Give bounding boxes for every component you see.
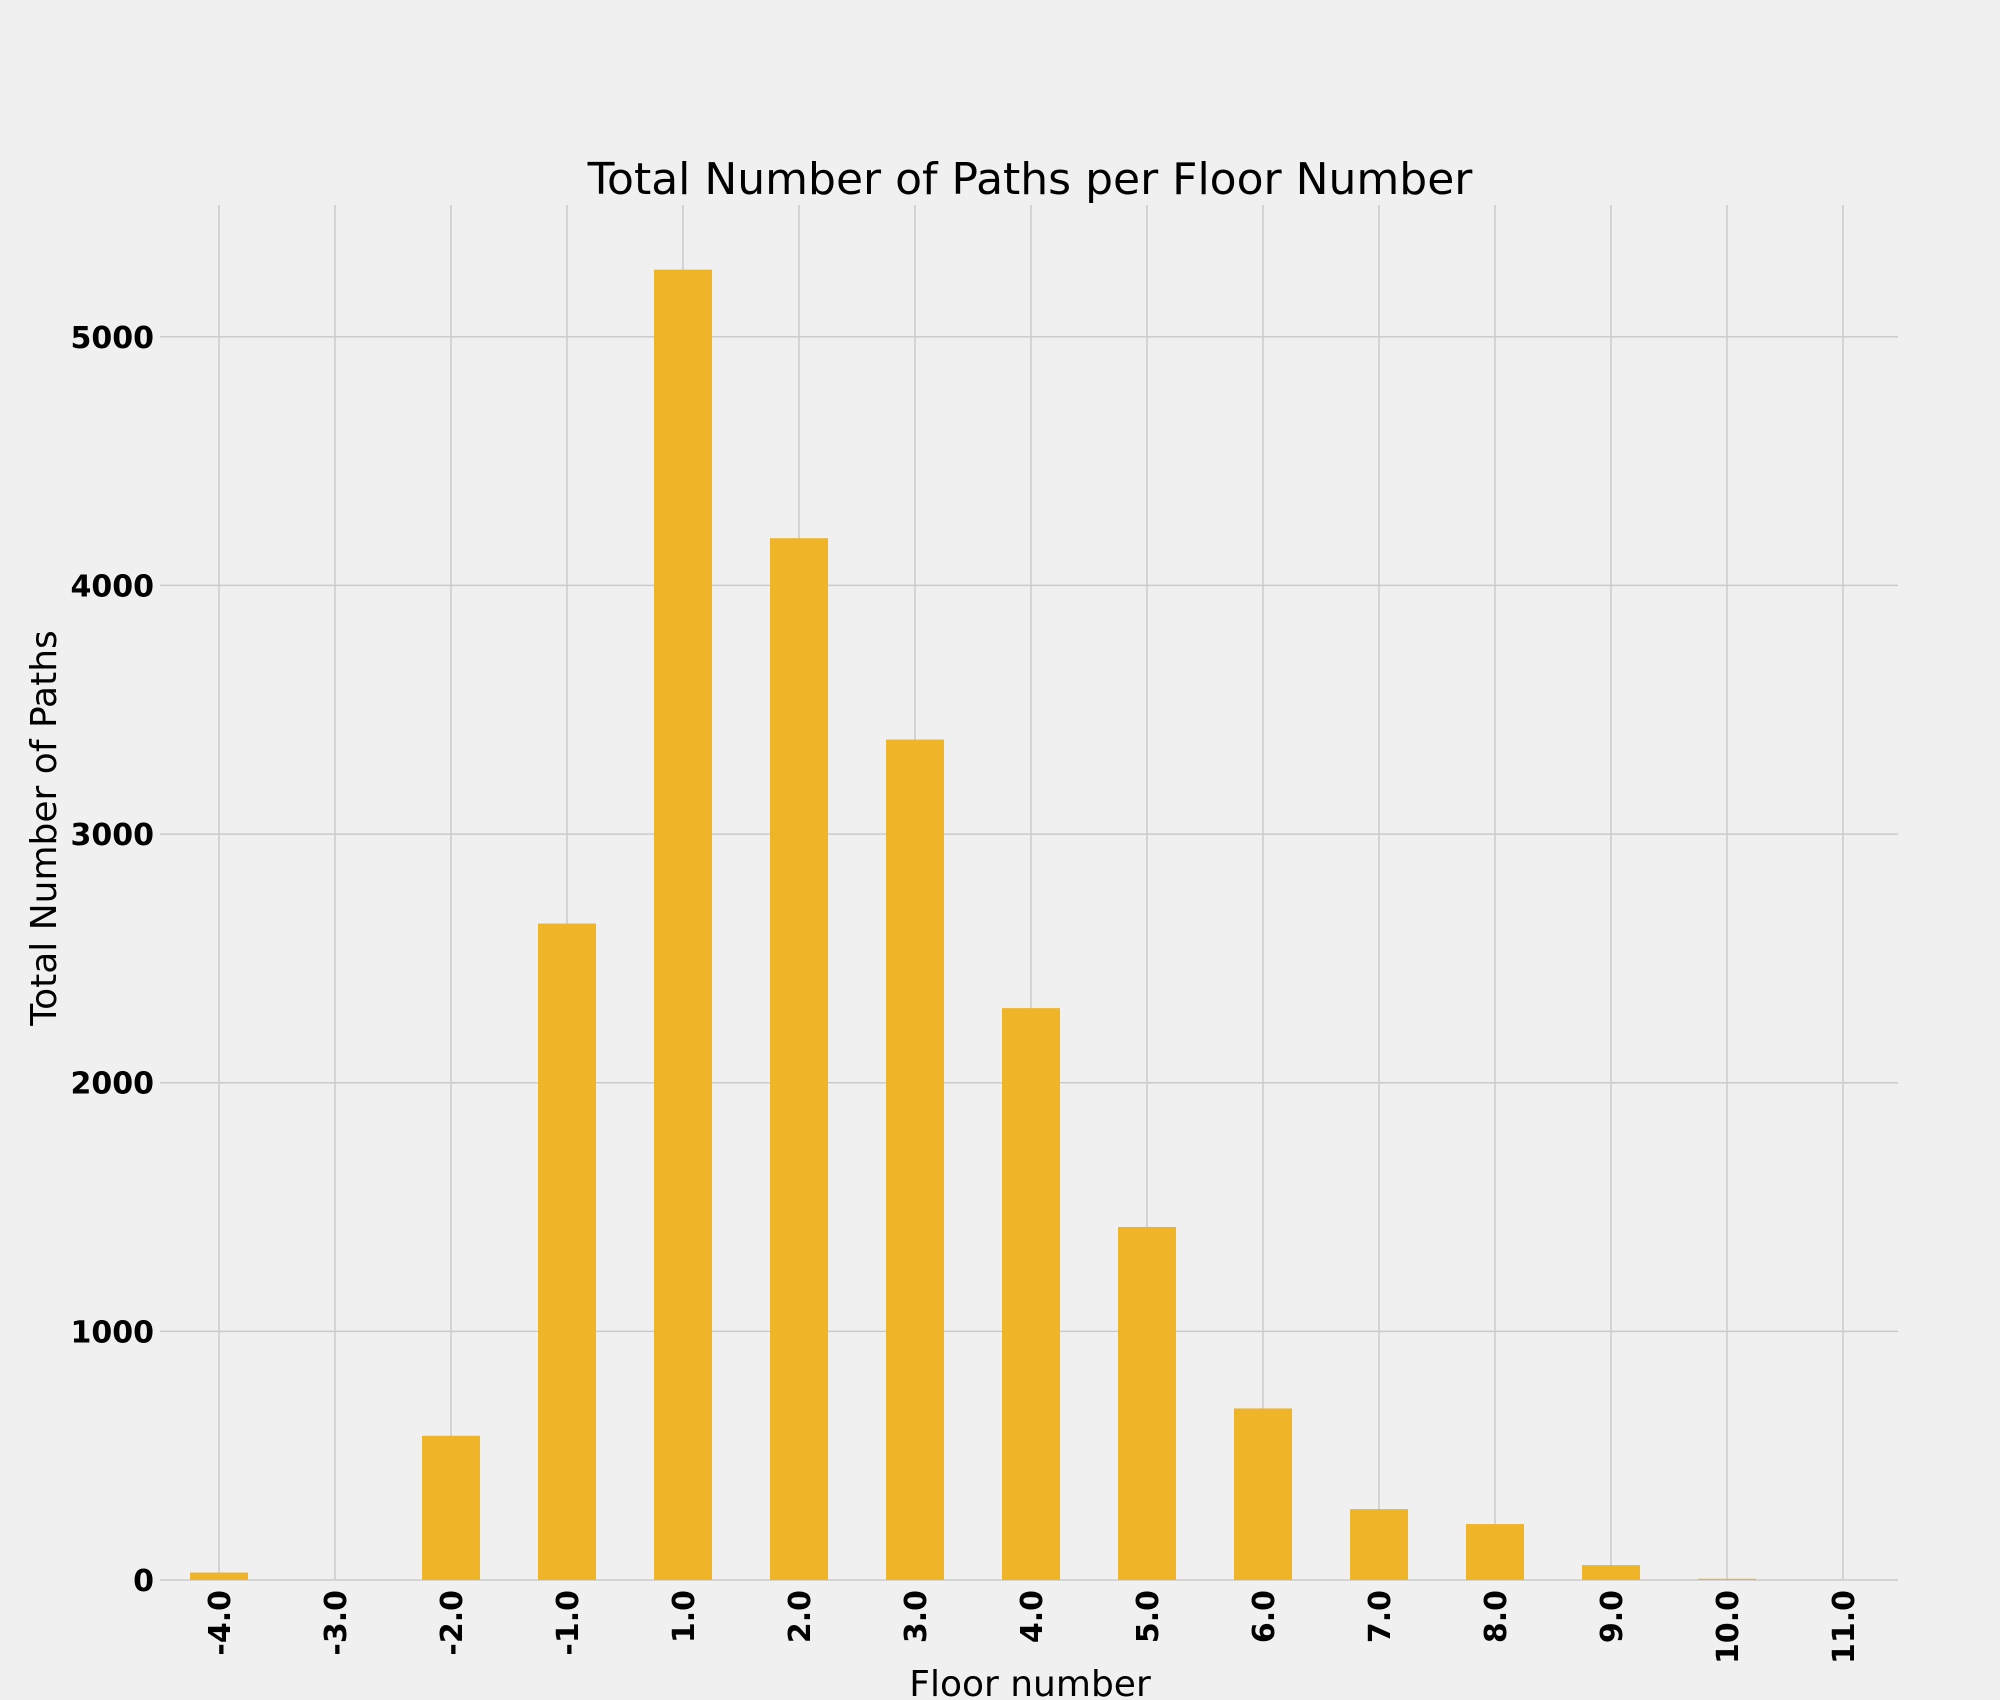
bar [770,538,828,1580]
bar [190,1572,248,1580]
bar [1698,1578,1756,1580]
x-tick-label: 9.0 [1595,1590,1630,1643]
bar [422,1435,480,1580]
bar [1466,1524,1524,1580]
x-tick-label: 1.0 [667,1590,702,1643]
bar [1118,1226,1176,1580]
bar [654,269,712,1581]
x-tick-label: -3.0 [319,1590,354,1656]
x-tick-label: -4.0 [203,1590,238,1656]
bar [1002,1008,1060,1580]
y-axis-label: Total Number of Paths [24,630,65,1027]
x-tick-label: 2.0 [783,1590,818,1643]
y-tick-label: 4000 [71,569,155,604]
bar [538,923,596,1580]
x-tick-label: -1.0 [551,1590,586,1656]
x-tick-label: -2.0 [435,1590,470,1656]
bar [886,739,944,1580]
x-tick-label: 8.0 [1479,1590,1514,1643]
x-tick-label: 11.0 [1827,1590,1862,1664]
bars [190,269,1756,1581]
x-tick-label: 10.0 [1711,1590,1746,1664]
x-axis-ticks: -4.0 -3.0 -2.0 -1.0 1.0 2.0 3.0 4.0 5.0 6.0 7.0 8.0… [203,1590,1862,1664]
y-tick-label: 2000 [71,1067,155,1102]
x-tick-label: 7.0 [1363,1590,1398,1643]
bar [1350,1509,1408,1580]
x-axis-label: Floor number [909,1664,1151,1700]
y-tick-label: 0 [133,1564,154,1599]
x-tick-label: 3.0 [899,1590,934,1643]
y-tick-label: 5000 [71,321,155,356]
bar [1582,1565,1640,1580]
bar [1234,1408,1292,1580]
chart-title: Total Number of Paths per Floor Number [587,154,1474,205]
x-tick-label: 6.0 [1247,1590,1282,1643]
y-tick-label: 3000 [71,818,155,853]
y-tick-label: 1000 [71,1315,155,1350]
x-tick-label: 5.0 [1131,1590,1166,1643]
x-tick-label: 4.0 [1015,1590,1050,1643]
y-axis-ticks: 0 1000 2000 3000 4000 5000 [71,321,155,1599]
